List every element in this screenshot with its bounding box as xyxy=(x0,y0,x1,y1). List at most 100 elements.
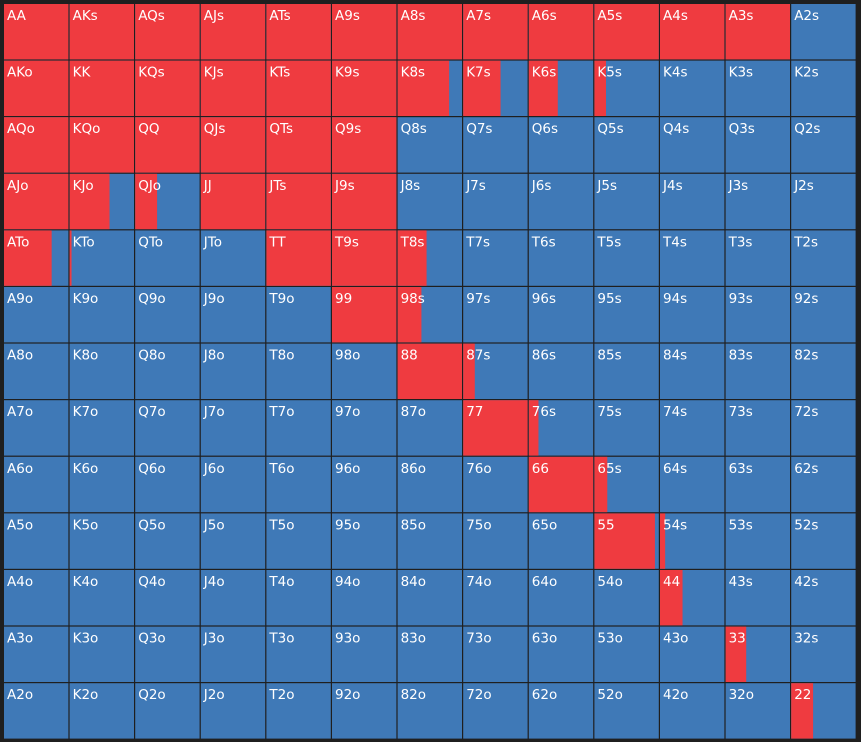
hand-label: Q5s xyxy=(597,121,623,137)
hand-label: 54o xyxy=(597,574,622,590)
hand-label: 83o xyxy=(401,631,426,647)
hand-cell xyxy=(266,683,331,739)
hand-cell xyxy=(791,60,856,116)
hand-cell xyxy=(135,513,200,569)
hand-label: ATo xyxy=(7,234,29,250)
hand-label: 72o xyxy=(466,687,491,703)
hand-label: QJo xyxy=(138,178,161,194)
hand-label: 43s xyxy=(729,574,753,590)
hand-label: Q8s xyxy=(401,121,427,137)
hand-cell xyxy=(660,513,725,569)
hand-label: 75s xyxy=(597,404,621,420)
hand-label: QQ xyxy=(138,121,159,137)
raise-fraction xyxy=(332,173,397,230)
hand-cell xyxy=(397,683,462,739)
hand-cell xyxy=(332,400,397,456)
hand-cell xyxy=(266,570,331,626)
hand-label: 62o xyxy=(532,687,557,703)
hand-label: K2s xyxy=(794,65,818,81)
raise-fraction xyxy=(69,173,110,230)
hand-label: K2o xyxy=(73,687,99,703)
hand-cell xyxy=(463,173,528,230)
hand-label: 93o xyxy=(335,631,360,647)
hand-label: A3s xyxy=(729,8,754,24)
hand-label: K6s xyxy=(532,65,556,81)
hand-label: J5s xyxy=(596,178,617,194)
raise-fraction xyxy=(69,230,72,286)
hand-cell xyxy=(332,683,397,739)
hand-cell xyxy=(397,173,462,230)
raise-fraction xyxy=(332,287,397,343)
raise-fraction xyxy=(4,230,52,286)
hand-cell xyxy=(660,343,725,399)
hand-cell xyxy=(266,400,331,456)
hand-label: Q2o xyxy=(138,687,165,703)
raise-fraction xyxy=(200,60,266,116)
hand-cell xyxy=(463,683,528,739)
hand-label: J6s xyxy=(531,178,552,194)
raise-fraction xyxy=(69,4,134,60)
hand-label: K9o xyxy=(73,291,99,307)
hand-label: 64o xyxy=(532,574,557,590)
raise-fraction xyxy=(69,117,134,173)
raise-fraction xyxy=(266,173,331,230)
raise-fraction xyxy=(397,60,450,116)
hand-cell xyxy=(660,683,725,739)
raise-fraction xyxy=(397,343,462,399)
hand-label: AKs xyxy=(73,8,98,24)
raise-fraction xyxy=(4,117,69,173)
hand-label: AQs xyxy=(138,8,165,24)
hand-cell xyxy=(791,230,856,286)
hand-label: 42o xyxy=(663,687,688,703)
raise-fraction xyxy=(4,60,69,116)
hand-cell xyxy=(660,230,725,286)
hand-label: Q4s xyxy=(663,121,689,137)
hand-cell xyxy=(397,513,462,569)
hand-label: 63s xyxy=(729,461,753,477)
hand-cell xyxy=(463,626,528,682)
hand-label: A5o xyxy=(7,517,33,533)
hand-label: T9o xyxy=(268,291,294,307)
hand-label: 43o xyxy=(663,631,688,647)
hand-label: KQo xyxy=(73,121,101,137)
hand-label: 92o xyxy=(335,687,360,703)
hand-cell xyxy=(135,343,200,399)
hand-label: 72s xyxy=(794,404,818,420)
hand-label: QJs xyxy=(204,121,226,137)
hand-label: A4s xyxy=(663,8,688,24)
hand-label: 32s xyxy=(794,631,818,647)
hand-cell xyxy=(594,683,659,739)
hand-label: 96o xyxy=(335,461,360,477)
hand-cell xyxy=(266,287,331,343)
hand-cell xyxy=(725,683,790,739)
hand-cell xyxy=(135,400,200,456)
hand-label: J5o xyxy=(203,517,225,533)
raise-fraction xyxy=(725,626,747,682)
hand-label: J4s xyxy=(662,178,683,194)
hand-cell xyxy=(135,287,200,343)
raise-fraction xyxy=(528,456,594,513)
hand-label: 65o xyxy=(532,517,557,533)
hand-label: 87s xyxy=(466,348,490,364)
hand-label: T3s xyxy=(728,234,753,250)
raise-fraction xyxy=(397,287,422,343)
raise-fraction xyxy=(725,4,790,60)
hand-label: 53s xyxy=(729,517,753,533)
raise-fraction xyxy=(135,173,158,230)
hand-label: AQo xyxy=(7,121,35,137)
hand-label: 94o xyxy=(335,574,360,590)
hand-cell xyxy=(725,570,790,626)
hand-label: 84o xyxy=(401,574,426,590)
hand-label: 73s xyxy=(729,404,753,420)
hand-cell xyxy=(528,117,594,173)
hand-label: A6s xyxy=(532,8,557,24)
hand-label: Q9o xyxy=(138,291,165,307)
hand-cell xyxy=(594,287,659,343)
hand-label: A9s xyxy=(335,8,360,24)
hand-cell xyxy=(528,287,594,343)
hand-label: QTs xyxy=(269,121,293,137)
hand-label: K5s xyxy=(597,65,621,81)
raise-fraction xyxy=(332,60,397,116)
hand-label: T5o xyxy=(268,517,294,533)
